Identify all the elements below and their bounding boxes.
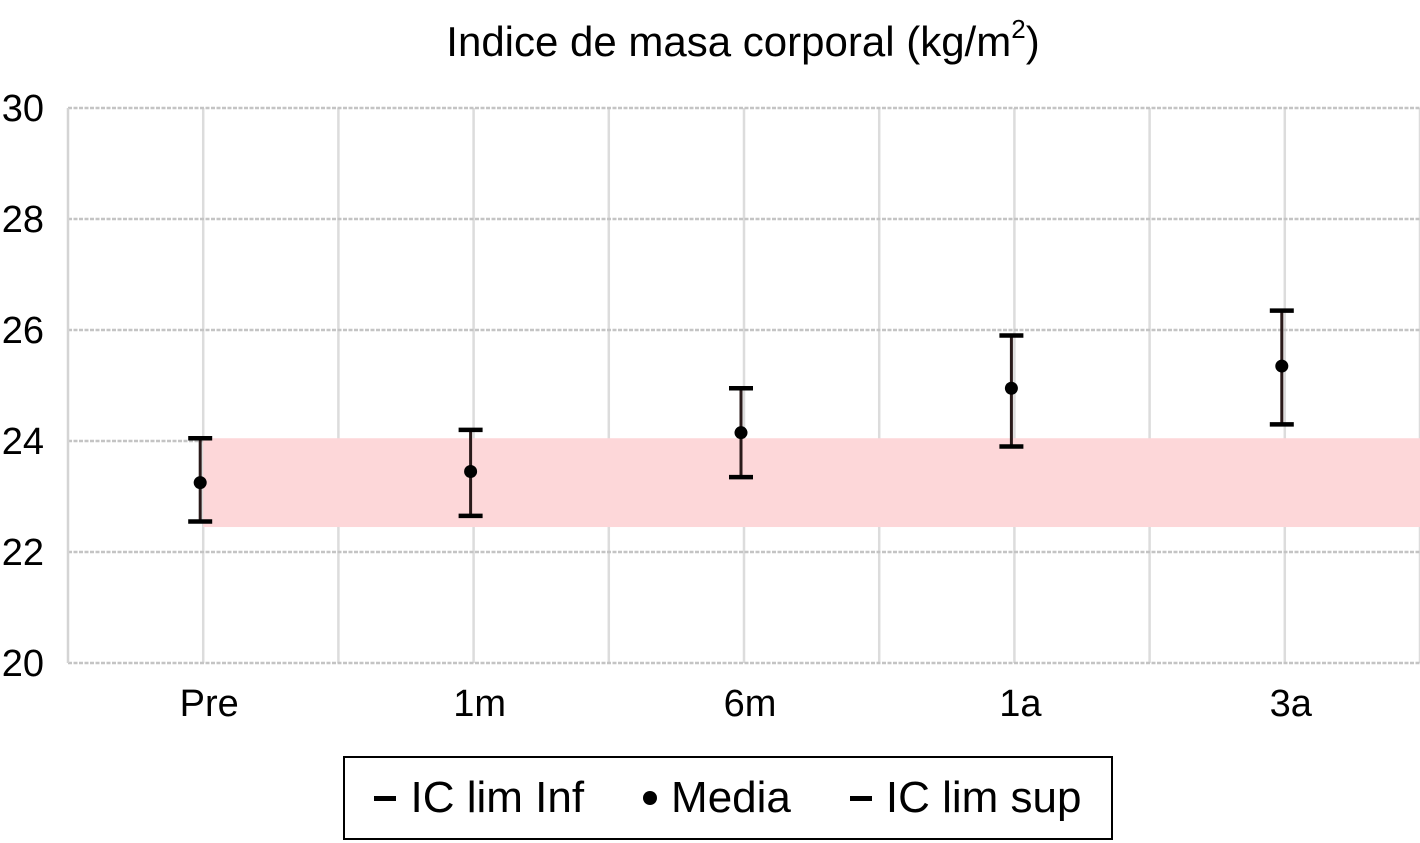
legend-item-ic-lim-sup: IC lim sup bbox=[849, 773, 1082, 823]
y-tick-label: 24 bbox=[2, 421, 44, 463]
y-tick-label: 30 bbox=[2, 88, 44, 130]
x-tick-label: 3a bbox=[1270, 683, 1313, 725]
chart-plot: 30 28 26 24 22 20 Pre 1m 6m 1a 3a bbox=[2, 88, 1420, 725]
x-tick-label: 1a bbox=[999, 683, 1042, 725]
media-point bbox=[734, 426, 748, 440]
y-tick-label: 22 bbox=[2, 532, 44, 574]
x-tick-label: Pre bbox=[180, 683, 239, 725]
legend-dot-marker-icon bbox=[643, 791, 658, 805]
media-point bbox=[1004, 381, 1018, 395]
chart-title: Indice de masa corporal (kg/m2) bbox=[0, 16, 1420, 66]
chart-title-text: Indice de masa corporal (kg/m bbox=[446, 18, 1012, 65]
chart-title-suffix: ) bbox=[1025, 18, 1040, 65]
legend-item-ic-lim-inf: IC lim Inf bbox=[374, 773, 584, 823]
y-tick-label: 28 bbox=[2, 199, 44, 241]
x-tick-label: 1m bbox=[453, 683, 506, 725]
legend-label-media: Media bbox=[671, 773, 791, 822]
media-point bbox=[1275, 359, 1289, 373]
media-point bbox=[464, 465, 478, 479]
legend-label-ic-lim-sup: IC lim sup bbox=[885, 773, 1082, 822]
y-tick-label: 20 bbox=[2, 643, 44, 685]
legend-item-media: Media bbox=[643, 773, 791, 823]
legend-dash-marker-icon bbox=[374, 795, 397, 801]
y-tick-label: 26 bbox=[2, 310, 44, 352]
legend-dash-marker-icon bbox=[849, 795, 872, 801]
media-point bbox=[193, 476, 207, 490]
reference-band bbox=[203, 438, 1420, 528]
x-tick-label: 6m bbox=[724, 683, 777, 725]
chart-title-superscript: 2 bbox=[1011, 14, 1026, 44]
legend-label-ic-lim-inf: IC lim Inf bbox=[410, 773, 585, 822]
chart-legend: IC lim Inf Media IC lim sup bbox=[343, 756, 1113, 840]
